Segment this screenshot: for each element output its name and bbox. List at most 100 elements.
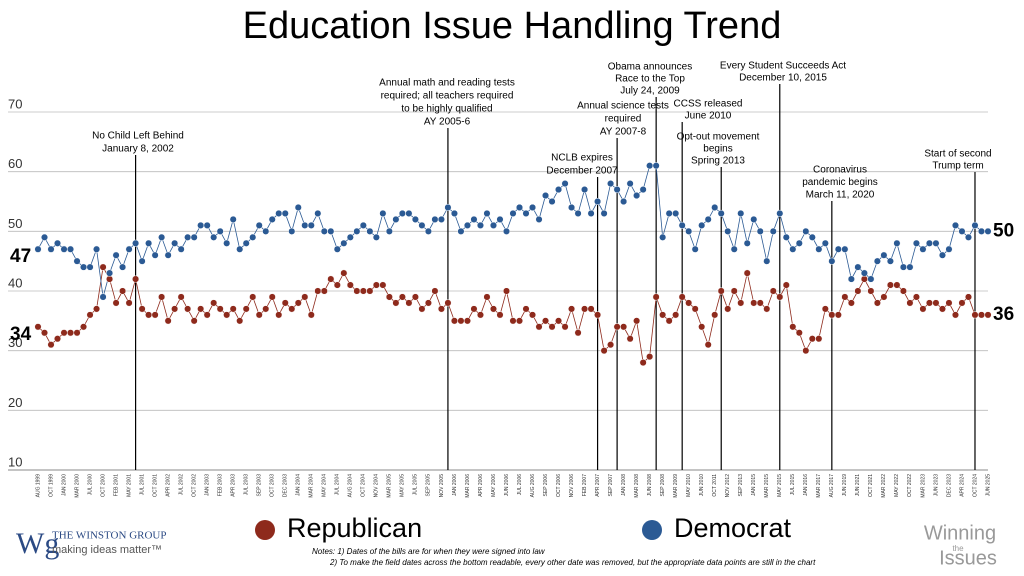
point [73,329,81,337]
point [756,227,764,235]
point [652,162,660,170]
point [372,233,380,241]
annotation-text: Obama announces [608,62,693,73]
point [841,293,849,301]
legend-label: Democrat [674,513,792,543]
point [528,311,537,319]
point [203,221,211,229]
x-tick-label: JUN 2019 [842,474,848,496]
x-tick-label: NOV 2005 [439,474,445,498]
point [925,299,933,307]
note: 2) To make the field dates across the bo… [329,558,816,567]
point [815,335,823,343]
point [743,239,751,247]
point [294,203,302,212]
point [444,203,452,212]
annotation-text: No Child Left Behind [92,131,184,142]
x-tick-label: OCT 2001 [152,474,158,497]
point [880,293,888,301]
point [301,293,309,301]
point [60,329,68,337]
point [535,323,543,331]
point [242,239,250,247]
point [561,323,569,331]
x-tick-label: FEB 2003 [218,474,224,496]
logo-name: THE WINSTON GROUP [52,530,167,542]
x-tick-label: OCT 2004 [361,474,367,497]
y-tick-label: 60 [8,156,22,171]
point [652,293,660,301]
point [437,305,445,313]
point [385,293,393,301]
point [724,227,732,235]
point [405,209,413,217]
x-tick-label: JUL 2003 [244,474,250,495]
point [711,203,719,212]
x-tick-label: JAN 2006 [452,474,458,496]
point [268,293,276,301]
point [424,299,432,307]
point [184,233,192,241]
logo-mark: Wg [16,527,59,560]
annotation-text: Annual science tests [577,101,669,112]
point [646,162,654,170]
point [808,233,816,241]
point [359,221,367,229]
point [73,257,81,265]
annotation-text: NCLB expires [551,153,613,164]
point [938,305,947,313]
point [418,305,426,313]
point [919,305,927,313]
point [607,341,615,349]
x-tick-label: MAR 2006 [465,474,471,498]
point [405,299,413,307]
point [112,251,120,259]
x-tick-label: JUL 2004 [335,474,341,495]
x-tick-label: MAY 2010 [686,474,692,497]
x-tick-label: DEC 2003 [283,474,289,497]
point [99,293,107,301]
x-tick-label: JUL 2002 [178,474,184,495]
point [958,227,966,235]
annotation-text: Coronavirus [813,165,867,176]
point [353,287,361,295]
point [450,317,458,325]
annotation-text: AY 2007-8 [600,127,647,138]
point [613,186,621,194]
point [138,257,146,265]
series-line [37,265,988,364]
point [307,221,315,229]
point [294,299,302,307]
point [568,305,576,313]
point [60,245,68,253]
point [906,263,914,271]
point [984,311,992,319]
annotation-text: Spring 2013 [691,156,745,167]
annotation-text: Trump term [932,161,983,172]
x-tick-label: OCT 2024 [972,474,978,497]
point [581,305,589,313]
point [756,299,764,307]
point [242,305,250,313]
point [496,311,504,319]
point [737,209,745,217]
point [685,299,693,307]
point [398,209,406,217]
point [737,299,745,307]
point [489,305,498,313]
point [704,341,712,349]
point [912,239,920,247]
x-tick-label: AUG 1999 [35,474,41,498]
x-tick-label: JAN 2016 [803,474,809,496]
point [197,221,205,229]
annotation-text: AY 2005-6 [424,117,471,128]
x-tick-label: JUN 2008 [647,474,653,496]
point [977,311,986,319]
point [867,287,875,295]
point [522,209,530,217]
point [607,180,615,188]
point [79,263,88,271]
x-tick-label: MAR 2008 [634,474,640,498]
point [450,209,458,217]
point [964,233,973,241]
